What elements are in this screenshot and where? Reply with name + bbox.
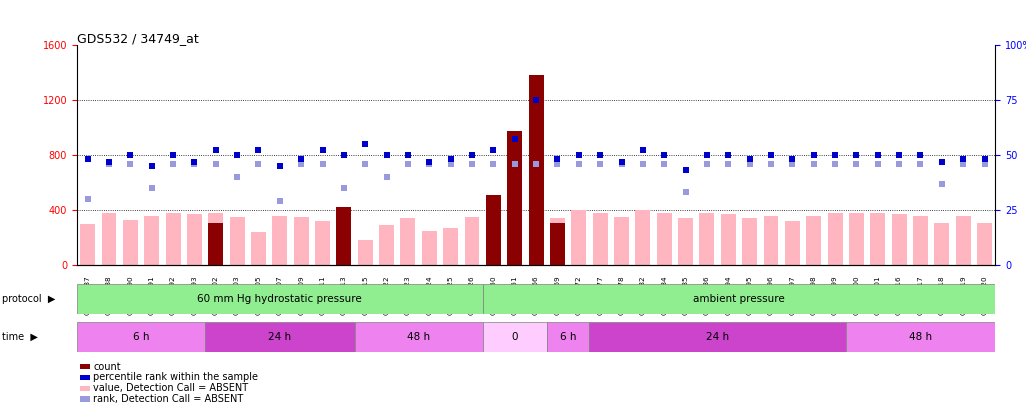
Bar [955, 215, 971, 265]
Bar [77, 322, 205, 352]
Bar [593, 213, 607, 265]
Bar [590, 322, 845, 352]
Bar [721, 214, 736, 265]
Bar [205, 322, 355, 352]
Text: 48 h: 48 h [407, 332, 430, 342]
Bar [913, 215, 928, 265]
Bar [486, 214, 501, 265]
Text: value, Detection Call = ABSENT: value, Detection Call = ABSENT [93, 384, 248, 393]
Bar [77, 284, 482, 314]
Bar [380, 225, 394, 265]
Bar [528, 75, 544, 265]
Text: count: count [93, 362, 121, 371]
Bar [614, 217, 629, 265]
Bar [80, 224, 95, 265]
Bar [635, 210, 650, 265]
Bar [337, 207, 351, 265]
Bar [422, 231, 437, 265]
Bar [806, 215, 821, 265]
Text: rank, Detection Call = ABSENT: rank, Detection Call = ABSENT [93, 394, 243, 404]
Bar [355, 322, 482, 352]
Text: 0: 0 [512, 332, 518, 342]
Text: time  ▶: time ▶ [2, 332, 38, 342]
Bar [230, 217, 244, 265]
Bar [102, 213, 117, 265]
Text: protocol  ▶: protocol ▶ [2, 294, 55, 304]
Bar [337, 220, 351, 265]
Bar [742, 218, 757, 265]
Text: 60 mm Hg hydrostatic pressure: 60 mm Hg hydrostatic pressure [197, 294, 362, 304]
Bar [828, 213, 842, 265]
Bar [187, 214, 202, 265]
Text: 24 h: 24 h [706, 332, 729, 342]
Text: 6 h: 6 h [132, 332, 149, 342]
Bar [482, 284, 995, 314]
Bar [763, 215, 779, 265]
Bar [870, 213, 885, 265]
Text: 24 h: 24 h [268, 332, 291, 342]
Bar [935, 222, 949, 265]
Bar [892, 214, 907, 265]
Bar [251, 232, 266, 265]
Bar [358, 241, 372, 265]
Bar [482, 322, 547, 352]
Text: percentile rank within the sample: percentile rank within the sample [93, 373, 259, 382]
Bar [550, 222, 565, 265]
Bar [977, 222, 992, 265]
Bar [849, 213, 864, 265]
Bar [400, 218, 416, 265]
Bar [208, 222, 224, 265]
Bar [465, 217, 479, 265]
Text: ambient pressure: ambient pressure [694, 294, 785, 304]
Bar [272, 215, 287, 265]
Text: GDS532 / 34749_at: GDS532 / 34749_at [77, 32, 199, 45]
Bar [785, 221, 800, 265]
Bar [700, 213, 714, 265]
Text: 48 h: 48 h [909, 332, 932, 342]
Bar [657, 213, 672, 265]
Bar [547, 322, 590, 352]
Bar [507, 209, 522, 265]
Bar [165, 213, 181, 265]
Bar [208, 213, 224, 265]
Bar [571, 210, 586, 265]
Bar [678, 218, 693, 265]
Bar [528, 207, 544, 265]
Bar [443, 228, 459, 265]
Bar [507, 132, 522, 265]
Bar [293, 217, 309, 265]
Bar [315, 221, 330, 265]
Text: 6 h: 6 h [560, 332, 577, 342]
Bar [550, 218, 565, 265]
Bar [123, 220, 137, 265]
Bar [486, 195, 501, 265]
Bar [145, 215, 159, 265]
Bar [845, 322, 995, 352]
